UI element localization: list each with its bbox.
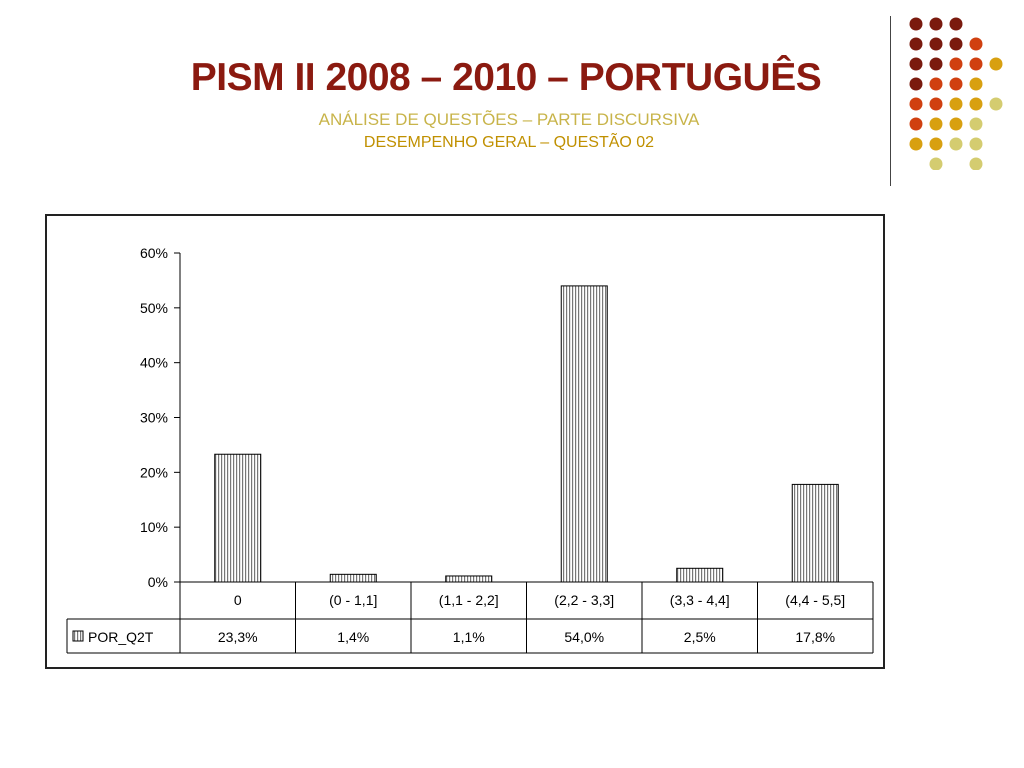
decorative-dot	[909, 97, 923, 111]
decorative-dot	[949, 117, 963, 131]
y-tick-label: 50%	[140, 300, 168, 316]
decorative-dot	[929, 57, 943, 71]
table-value-label: 54,0%	[564, 629, 604, 645]
x-category-label: (4,4 - 5,5]	[785, 592, 845, 608]
decorative-dot	[969, 97, 983, 111]
decorative-dot	[989, 97, 1003, 111]
decorative-dot	[929, 37, 943, 51]
table-value-label: 1,1%	[453, 629, 485, 645]
decorative-dot	[949, 57, 963, 71]
bar-5	[791, 483, 839, 583]
decorative-dot	[909, 77, 923, 91]
bar-2	[445, 575, 493, 583]
decorative-dot	[929, 77, 943, 91]
bar-0	[214, 453, 262, 583]
decorative-dot	[949, 77, 963, 91]
decorative-dot	[929, 157, 943, 170]
decorative-dot	[949, 137, 963, 151]
decorative-dot	[909, 57, 923, 71]
decorative-dot	[909, 17, 923, 31]
table-value-label: 17,8%	[795, 629, 835, 645]
decorative-dot	[909, 117, 923, 131]
y-tick-label: 30%	[140, 410, 168, 426]
y-tick-label: 10%	[140, 519, 168, 535]
legend-swatch	[72, 630, 84, 642]
y-tick-label: 60%	[140, 245, 168, 261]
chart-container: 0% 10% 20% 30% 40% 50% 60% 0 23,3% (0 - 1,1] 1,4% (…	[45, 214, 885, 669]
y-tick-label: 20%	[140, 464, 168, 480]
table-value-label: 23,3%	[218, 629, 258, 645]
decorative-dot	[969, 37, 983, 51]
decorative-dot	[969, 57, 983, 71]
bar-4	[676, 567, 724, 583]
bar-1	[329, 573, 377, 583]
decorative-dot	[929, 17, 943, 31]
decorative-dot	[929, 117, 943, 131]
decorative-dot	[949, 97, 963, 111]
slide-title: PISM II 2008 – 2010 – PORTUGUÊS	[190, 56, 822, 99]
slide-subtitle-analysis: ANÁLISE DE QUESTÕES – PARTE DISCURSIVA	[318, 110, 700, 129]
decorative-dot	[969, 117, 983, 131]
decorative-dot	[929, 97, 943, 111]
decorative-dot	[969, 137, 983, 151]
decorative-dot	[909, 137, 923, 151]
divider-line	[890, 16, 891, 186]
decorative-dot	[969, 77, 983, 91]
decorative-dot-pattern	[909, 17, 1003, 170]
decorative-dot	[929, 137, 943, 151]
x-category-label: 0	[234, 592, 242, 608]
y-tick-label: 0%	[148, 574, 168, 590]
decorative-dot	[969, 157, 983, 170]
legend-series-label: POR_Q2T	[88, 629, 154, 645]
table-value-label: 1,4%	[337, 629, 369, 645]
decorative-dot	[949, 17, 963, 31]
decorative-dot	[949, 37, 963, 51]
y-tick-label: 40%	[140, 355, 168, 371]
bar-3	[560, 285, 608, 583]
x-category-label: (0 - 1,1]	[329, 592, 377, 608]
x-category-label: (2,2 - 3,3]	[554, 592, 614, 608]
x-category-label: (1,1 - 2,2]	[439, 592, 499, 608]
x-category-label: (3,3 - 4,4]	[670, 592, 730, 608]
slide-subtitle-performance: DESEMPENHO GERAL – QUESTÃO 02	[363, 134, 655, 151]
table-value-label: 2,5%	[684, 629, 716, 645]
bar-chart: 0% 10% 20% 30% 40% 50% 60% 0 23,3% (0 - 1,1] 1,4% (…	[66, 245, 874, 654]
decorative-dot	[989, 57, 1003, 71]
decorative-dot	[909, 37, 923, 51]
